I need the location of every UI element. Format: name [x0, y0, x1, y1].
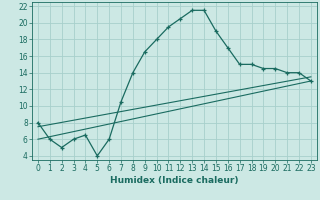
X-axis label: Humidex (Indice chaleur): Humidex (Indice chaleur)	[110, 176, 239, 185]
